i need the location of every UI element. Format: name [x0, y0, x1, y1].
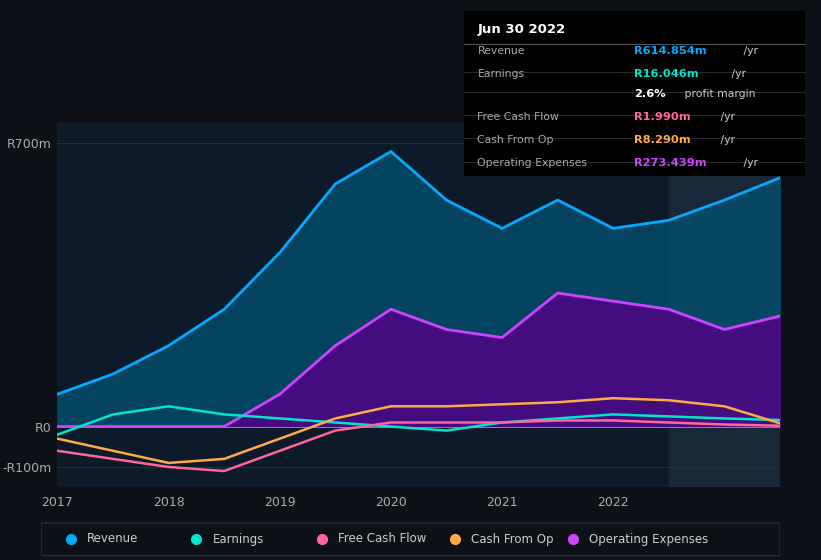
Text: Earnings: Earnings [478, 69, 525, 79]
Text: Free Cash Flow: Free Cash Flow [478, 112, 559, 122]
Text: R16.046m: R16.046m [635, 69, 699, 79]
FancyBboxPatch shape [41, 523, 780, 556]
Text: /yr: /yr [741, 158, 759, 168]
Bar [669, 123, 780, 487]
Text: /yr: /yr [717, 112, 735, 122]
Text: /yr: /yr [717, 135, 735, 145]
Text: /yr: /yr [741, 46, 759, 56]
Text: Operating Expenses: Operating Expenses [589, 533, 709, 545]
Text: profit margin: profit margin [681, 89, 756, 99]
Text: Operating Expenses: Operating Expenses [478, 158, 588, 168]
Text: Revenue: Revenue [87, 533, 138, 545]
Text: R614.854m: R614.854m [635, 46, 707, 56]
Text: R1.990m: R1.990m [635, 112, 690, 122]
Text: Free Cash Flow: Free Cash Flow [338, 533, 426, 545]
Text: R273.439m: R273.439m [635, 158, 707, 168]
Text: Cash From Op: Cash From Op [478, 135, 554, 145]
Text: Revenue: Revenue [478, 46, 525, 56]
Text: Cash From Op: Cash From Op [471, 533, 553, 545]
Text: 2.6%: 2.6% [635, 89, 666, 99]
Text: R8.290m: R8.290m [635, 135, 690, 145]
Text: /yr: /yr [728, 69, 746, 79]
Text: Jun 30 2022: Jun 30 2022 [478, 23, 566, 36]
Text: Earnings: Earnings [213, 533, 264, 545]
